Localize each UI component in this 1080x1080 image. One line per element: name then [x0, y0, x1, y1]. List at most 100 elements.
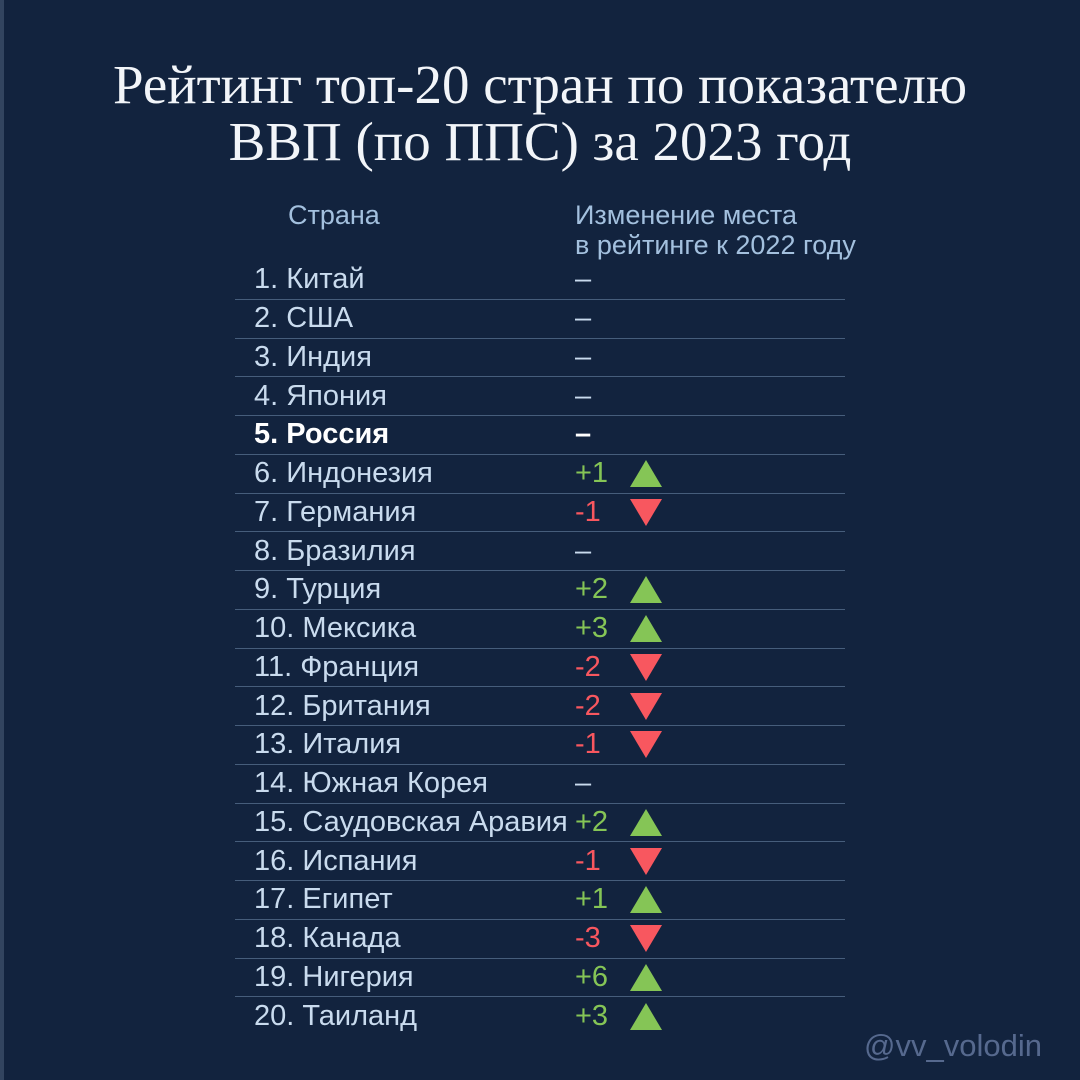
- change-cell: -1: [575, 728, 662, 761]
- country-label: 17. Египет: [254, 883, 393, 916]
- table-row: 19. Нигерия +6: [235, 959, 845, 998]
- table-row: 16. Испания -1: [235, 842, 845, 881]
- table-row: 8. Бразилия –: [235, 532, 845, 571]
- change-value: -2: [575, 689, 601, 722]
- up-triangle-icon: [630, 615, 662, 643]
- country-label: 11. Франция: [254, 650, 420, 683]
- up-triangle-icon: [630, 460, 662, 488]
- change-cell: +3: [575, 612, 662, 645]
- change-cell: +3: [575, 1000, 662, 1033]
- change-value: +1: [575, 457, 609, 490]
- down-triangle-icon: [630, 847, 662, 875]
- ranking-table: 1. Китай –2. США –3. Индия –4. Япония –5. Ро…: [235, 261, 845, 1036]
- table-row: 5. Россия –: [235, 416, 845, 455]
- change-value: +2: [575, 805, 609, 838]
- country-label: 7. Германия: [254, 495, 417, 528]
- up-triangle-icon: [630, 576, 662, 604]
- change-value: +3: [575, 1000, 609, 1033]
- page-title: Рейтинг топ-20 стран по показателю ВВП (…: [0, 56, 1080, 170]
- up-triangle-icon: [630, 963, 662, 991]
- down-triangle-icon: [630, 653, 662, 681]
- country-label: 8. Бразилия: [254, 534, 416, 567]
- country-label: 4. Япония: [254, 379, 387, 412]
- country-label: 20. Таиланд: [254, 1000, 418, 1033]
- up-triangle-icon: [630, 1003, 662, 1031]
- change-value: -3: [575, 922, 601, 955]
- change-value: -1: [575, 495, 601, 528]
- country-label: 12. Британия: [254, 689, 431, 722]
- country-label: 19. Нигерия: [254, 960, 414, 993]
- country-label: 14. Южная Корея: [254, 767, 488, 800]
- change-value: –: [575, 767, 592, 800]
- table-row: 11. Франция -2: [235, 649, 845, 688]
- change-cell: –: [575, 302, 630, 335]
- table-row: 4. Япония –: [235, 377, 845, 416]
- up-triangle-icon: [630, 886, 662, 914]
- change-value: -1: [575, 844, 601, 877]
- change-column-header: Изменение места в рейтинге к 2022 году: [575, 200, 856, 260]
- change-value: –: [575, 302, 592, 335]
- change-cell: -2: [575, 651, 662, 684]
- table-row: 15. Саудовская Аравия +2: [235, 804, 845, 843]
- page-title-line-2: ВВП (по ППС) за 2023 год: [228, 111, 852, 172]
- table-row: 10. Мексика +3: [235, 610, 845, 649]
- change-cell: -3: [575, 922, 662, 955]
- down-triangle-icon: [630, 925, 662, 953]
- change-value: –: [575, 340, 592, 373]
- table-row: 14. Южная Корея –: [235, 765, 845, 804]
- change-value: –: [575, 263, 592, 296]
- change-value: -2: [575, 650, 601, 683]
- table-row: 2. США –: [235, 300, 845, 339]
- table-row: 7. Германия -1: [235, 494, 845, 533]
- watermark-handle: @vv_volodin: [864, 1028, 1042, 1063]
- table-row: 12. Британия -2: [235, 687, 845, 726]
- change-column-header-line-2: в рейтинге к 2022 году: [575, 230, 856, 260]
- table-row: 1. Китай –: [235, 261, 845, 300]
- country-label: 6. Индонезия: [254, 457, 433, 490]
- country-label: 15. Саудовская Аравия: [254, 805, 568, 838]
- country-label: 2. США: [254, 302, 354, 335]
- change-value: +3: [575, 612, 609, 645]
- change-cell: –: [575, 341, 630, 374]
- change-cell: –: [575, 767, 630, 800]
- down-triangle-icon: [630, 731, 662, 759]
- change-cell: -1: [575, 496, 662, 529]
- country-label: 3. Индия: [254, 340, 372, 373]
- country-label: 16. Испания: [254, 844, 418, 877]
- change-value: –: [575, 534, 592, 567]
- change-value: –: [575, 418, 592, 451]
- change-cell: +2: [575, 573, 662, 606]
- change-cell: +1: [575, 883, 662, 916]
- change-value: +6: [575, 960, 609, 993]
- left-edge-strip: [0, 0, 4, 1080]
- country-column-header: Страна: [288, 200, 380, 230]
- table-row: 6. Индонезия +1: [235, 455, 845, 494]
- table-row: 3. Индия –: [235, 339, 845, 378]
- change-cell: +2: [575, 806, 662, 839]
- country-label: 18. Канада: [254, 922, 401, 955]
- page-title-line-1: Рейтинг топ-20 стран по показателю: [112, 54, 968, 115]
- change-cell: +1: [575, 457, 662, 490]
- country-label: 5. Россия: [254, 418, 390, 451]
- country-label: 13. Италия: [254, 728, 402, 761]
- up-triangle-icon: [630, 808, 662, 836]
- country-label: 9. Турция: [254, 573, 382, 606]
- down-triangle-icon: [630, 692, 662, 720]
- table-row: 20. Таиланд +3: [235, 997, 845, 1036]
- table-row: 13. Италия -1: [235, 726, 845, 765]
- table-row: 17. Египет +1: [235, 881, 845, 920]
- change-value: –: [575, 379, 592, 412]
- country-label: 10. Мексика: [254, 612, 417, 645]
- change-cell: –: [575, 535, 630, 568]
- down-triangle-icon: [630, 498, 662, 526]
- change-cell: –: [575, 418, 630, 451]
- change-cell: –: [575, 380, 630, 413]
- change-cell: +6: [575, 961, 662, 994]
- change-value: +2: [575, 573, 609, 606]
- change-cell: -2: [575, 690, 662, 723]
- table-row: 9. Турция +2: [235, 571, 845, 610]
- change-cell: –: [575, 263, 630, 296]
- change-value: +1: [575, 883, 609, 916]
- country-label: 1. Китай: [254, 263, 365, 296]
